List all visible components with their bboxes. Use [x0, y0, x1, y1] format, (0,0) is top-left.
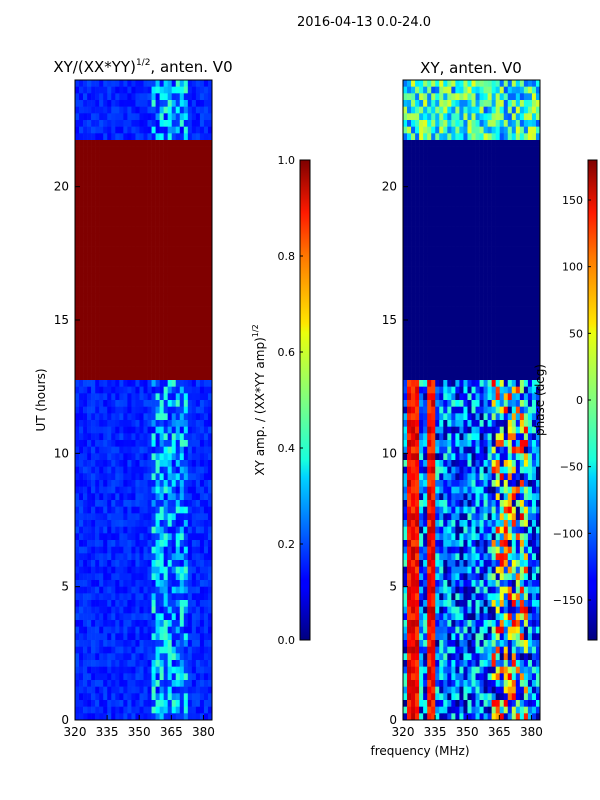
y-tick-label: 5 — [61, 580, 69, 594]
panel-phase: XY, anten. V0 320 335 350 365 380 0 5 10 15 20 fr… — [370, 59, 598, 758]
colorbar-tick-label: 0.2 — [278, 538, 296, 551]
colorbar-tick-label: −50 — [560, 461, 583, 474]
y-tick-label: 10 — [382, 446, 397, 460]
panel2-colorbar-label: phase (deg) — [533, 364, 547, 436]
y-tick-label: 5 — [389, 580, 397, 594]
colorbar-tick-label: 0 — [576, 394, 583, 407]
y-tick-label: 10 — [54, 446, 69, 460]
colorbar-tick-label: 1.0 — [278, 154, 296, 167]
panel2-xlabel: frequency (MHz) — [370, 744, 469, 758]
y-tick-label: 15 — [54, 313, 69, 327]
x-tick-label: 365 — [160, 725, 183, 739]
x-tick-label: 350 — [456, 725, 479, 739]
y-tick-label: 20 — [382, 180, 397, 194]
colorbar-tick-label: −150 — [553, 594, 583, 607]
y-tick-label: 0 — [389, 713, 397, 727]
panel1-plot-frame — [74, 79, 213, 721]
colorbar-tick-label: 150 — [562, 194, 583, 207]
panel1-colorbar-label: XY amp. / (XX*YY amp)1/2 — [251, 324, 267, 475]
panel1-colorbar — [299, 159, 311, 641]
colorbar-tick-label: −100 — [553, 527, 583, 540]
colorbar-tick-label: 100 — [562, 261, 583, 274]
colorbar-tick-label: 0.6 — [278, 346, 296, 359]
x-tick-label: 320 — [392, 725, 415, 739]
y-tick-label: 0 — [61, 713, 69, 727]
x-tick-label: 380 — [520, 725, 543, 739]
x-tick-label: 335 — [96, 725, 119, 739]
panel-amplitude-ratio: XY/(XX*YY)1/2, anten. V0 320 335 350 365 380… — [34, 58, 311, 739]
panel2-title: XY, anten. V0 — [420, 59, 522, 77]
y-tick-label: 20 — [54, 180, 69, 194]
panel2-plot-frame — [402, 79, 541, 721]
colorbar-tick-label: 0.8 — [278, 250, 296, 263]
x-tick-label: 335 — [424, 725, 447, 739]
panel1-ylabel: UT (hours) — [34, 368, 48, 431]
x-tick-label: 320 — [64, 725, 87, 739]
colorbar-tick-label: 50 — [569, 327, 583, 340]
y-tick-label: 15 — [382, 313, 397, 327]
panel1-heatmap — [75, 80, 212, 720]
colorbar-tick-label: 0.0 — [278, 634, 296, 647]
x-tick-label: 365 — [488, 725, 511, 739]
x-tick-label: 380 — [192, 725, 215, 739]
x-tick-label: 350 — [128, 725, 151, 739]
panel1-title: XY/(XX*YY)1/2, anten. V0 — [53, 58, 232, 76]
figure-suptitle: 2016-04-13 0.0-24.0 — [297, 15, 431, 30]
panel2-heatmap — [403, 80, 540, 720]
colorbar-tick-label: 0.4 — [278, 442, 296, 455]
